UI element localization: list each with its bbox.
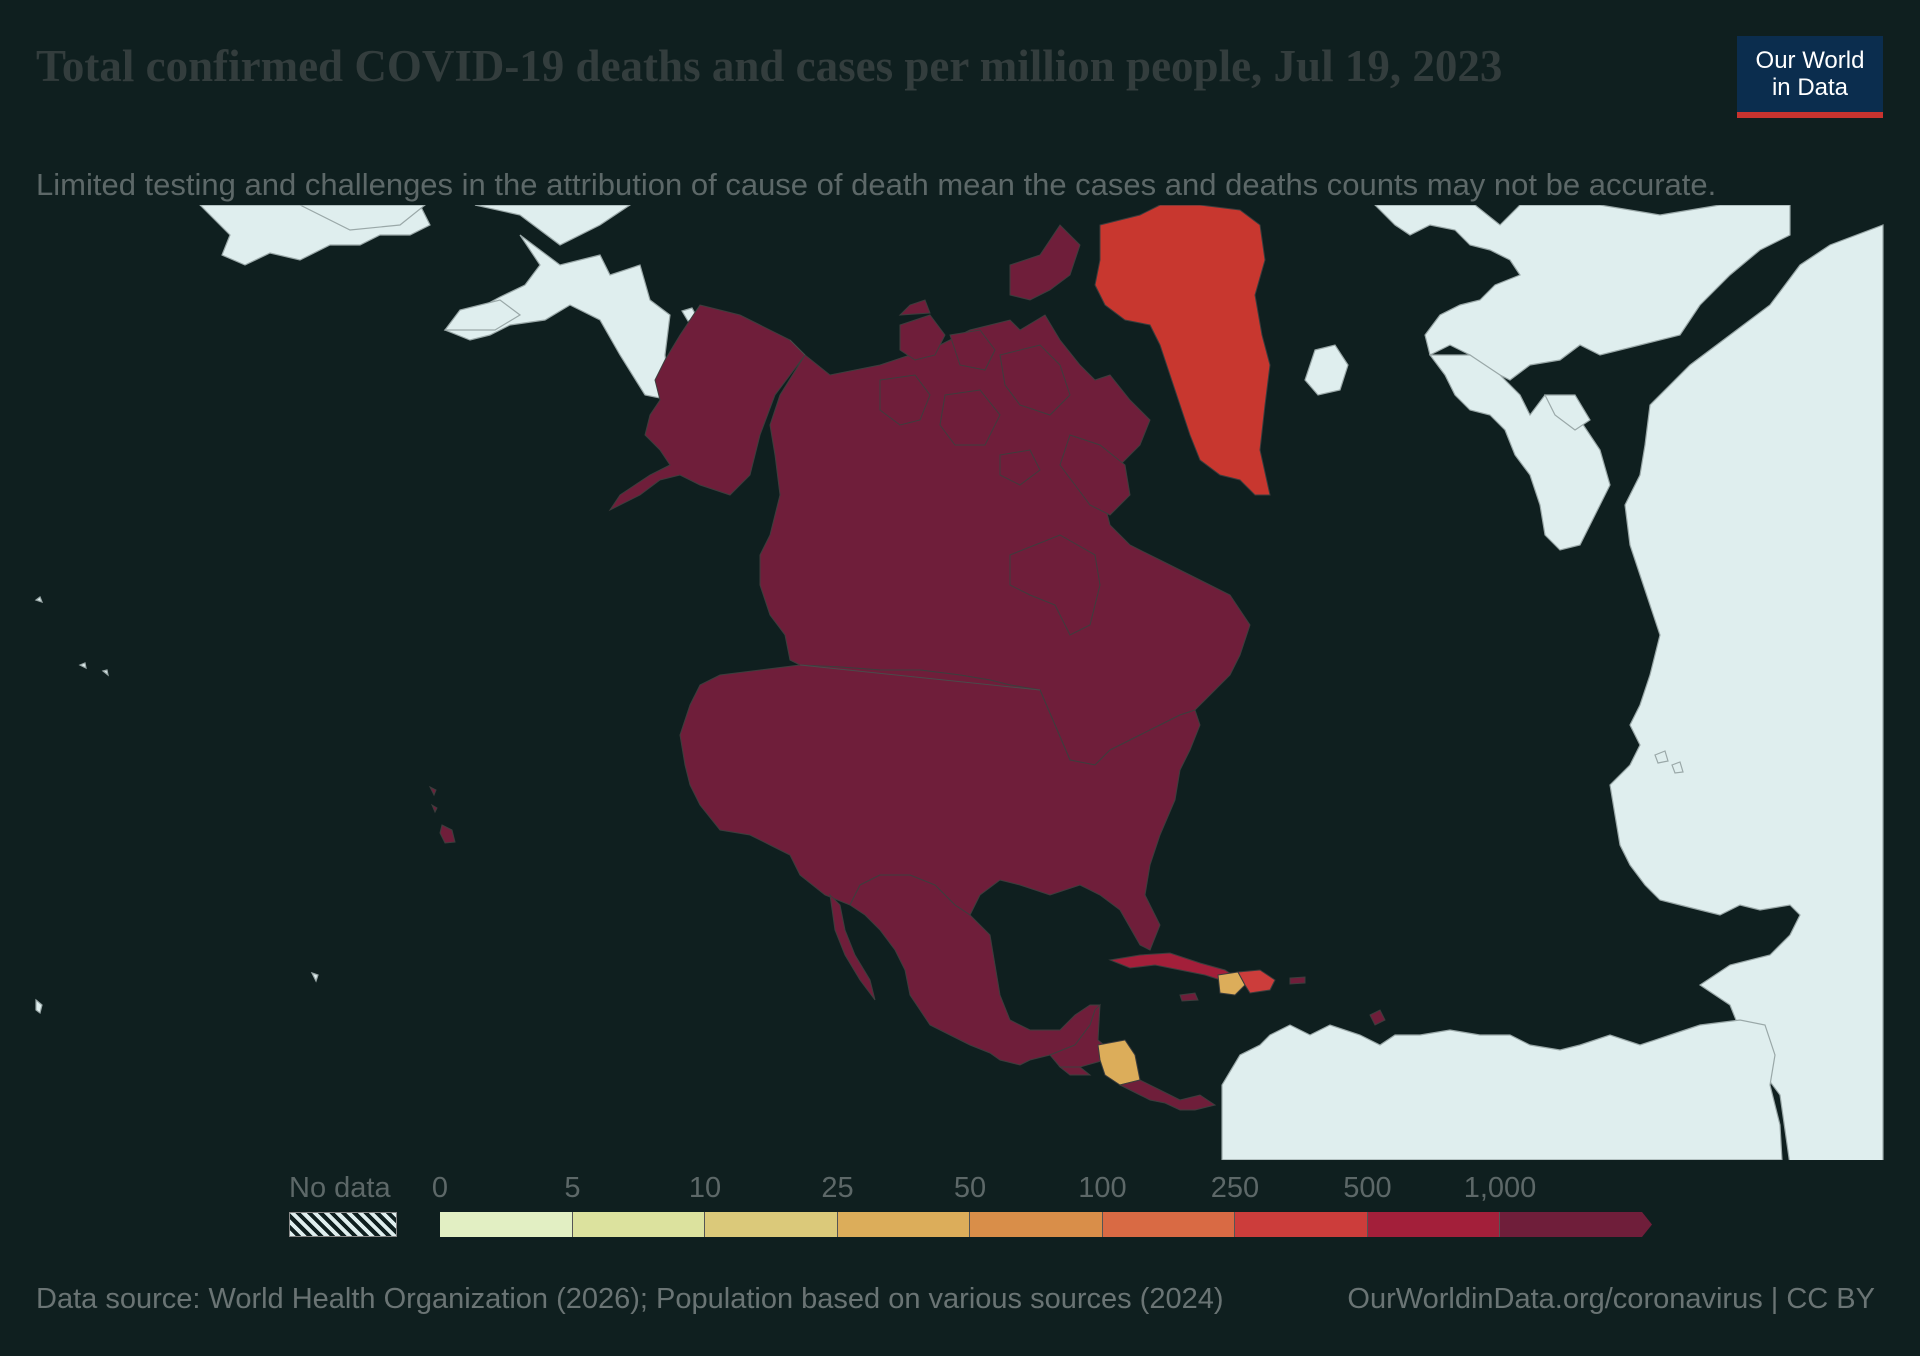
legend-swatch-4[interactable] [970, 1212, 1103, 1237]
owid-logo[interactable]: Our World in Data [1737, 36, 1883, 118]
region-island-sakhalin[interactable] [1304, 344, 1349, 396]
region-pacific-island-3[interactable] [310, 971, 319, 983]
region-italy[interactable] [1544, 394, 1591, 431]
country-haiti[interactable] [1217, 971, 1246, 996]
choropleth-map[interactable] [0, 205, 1920, 1160]
legend-swatch-1[interactable] [572, 1212, 705, 1237]
country-puerto-rico[interactable] [1289, 976, 1306, 985]
region-sea-island[interactable] [443, 299, 522, 331]
legend-tick-1: 5 [564, 1172, 581, 1204]
region-pacific-island-1[interactable] [34, 596, 44, 603]
chart-subtitle: Limited testing and challenges in the at… [36, 167, 1717, 202]
legend-swatch-8[interactable] [1500, 1212, 1633, 1237]
region-cape-verde[interactable] [1654, 750, 1684, 774]
region-pacific-island-4[interactable] [35, 998, 43, 1015]
legend-tick-2: 10 [688, 1172, 722, 1204]
country-dominican-republic[interactable] [1237, 969, 1276, 994]
country-borders [789, 339, 1041, 691]
map-legend: No data 0 5 10 25 50 100 250 500 1,000 [0, 1160, 1920, 1240]
country-greenland[interactable] [1094, 205, 1271, 496]
legend-tick-5: 100 [1078, 1172, 1127, 1204]
legend-swatch-6[interactable] [1235, 1212, 1368, 1237]
region-europe[interactable] [1374, 205, 1791, 381]
legend-arrow [1630, 1212, 1652, 1237]
country-canada[interactable] [759, 314, 1251, 766]
country-nicaragua[interactable] [1097, 1039, 1141, 1086]
legend-no-data-label: No data [289, 1172, 391, 1204]
no-data-land [34, 205, 1884, 1160]
region-far-east[interactable] [443, 205, 671, 401]
country-united-states[interactable] [679, 664, 1201, 951]
legend-no-data-swatch[interactable] [289, 1212, 397, 1237]
legend-swatch-7[interactable] [1367, 1212, 1500, 1237]
logo-line-2: in Data [1771, 74, 1849, 101]
legend-swatch-3[interactable] [837, 1212, 970, 1237]
country-el-salvador[interactable] [1058, 1066, 1092, 1076]
legend-tick-3: 25 [821, 1172, 854, 1204]
region-pacific-island-2[interactable] [78, 662, 109, 677]
legend-swatch-2[interactable] [705, 1212, 838, 1237]
credit-link[interactable]: OurWorldinData.org/coronavirus | CC BY [1347, 1283, 1875, 1315]
legend-tick-8: 1,000 [1463, 1172, 1537, 1204]
region-africa[interactable] [1609, 224, 1884, 1160]
country-hawaii[interactable] [428, 785, 456, 844]
logo-line-1: Our World [1755, 47, 1865, 74]
region-iberia[interactable] [1428, 354, 1611, 551]
data-source: Data source: World Health Organization (… [36, 1283, 1224, 1315]
data-land [428, 205, 1386, 1111]
country-lesser-antilles[interactable] [1369, 1009, 1386, 1026]
legend-tick-6: 250 [1210, 1172, 1260, 1204]
legend-swatch-0[interactable] [440, 1212, 573, 1237]
legend-tick-4: 50 [953, 1172, 987, 1204]
country-canada-arctic[interactable] [879, 224, 1131, 516]
region-south-america[interactable] [1221, 1019, 1783, 1160]
country-costa-rica-panama[interactable] [1118, 1079, 1217, 1111]
legend-swatch-5[interactable] [1102, 1212, 1235, 1237]
chart-title: Total confirmed COVID-19 deaths and case… [36, 41, 1503, 91]
country-jamaica[interactable] [1179, 992, 1199, 1002]
legend-tick-7: 500 [1343, 1172, 1392, 1204]
region-east-siberia[interactable] [299, 205, 426, 231]
legend-tick-0: 0 [431, 1172, 449, 1204]
